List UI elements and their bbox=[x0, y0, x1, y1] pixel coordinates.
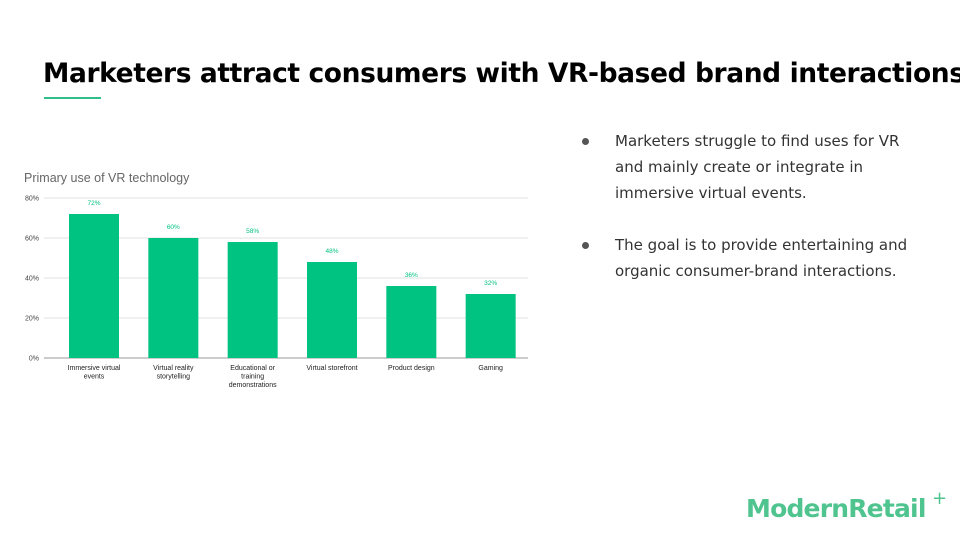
x-category-label: Immersive virtual bbox=[68, 365, 121, 372]
chart-gridlines bbox=[44, 197, 528, 359]
bullet-item: Marketers struggle to find uses for VR a… bbox=[578, 128, 928, 206]
modern-retail-logo: ModernRetail bbox=[746, 494, 926, 523]
slide-title: Marketers attract consumers with VR-base… bbox=[43, 58, 960, 89]
chart-bar bbox=[307, 262, 357, 358]
bar-value-label: 58% bbox=[246, 228, 259, 235]
y-tick-label: 40% bbox=[25, 276, 39, 283]
x-category-label: Gaming bbox=[478, 365, 503, 372]
bar-value-label: 36% bbox=[405, 272, 418, 279]
chart-bar bbox=[386, 286, 437, 358]
chart-bar bbox=[69, 214, 119, 358]
y-tick-label: 80% bbox=[25, 196, 39, 203]
chart-bar bbox=[227, 242, 278, 358]
x-category-label: Virtual reality bbox=[153, 365, 194, 372]
bullet-dot-icon bbox=[582, 138, 589, 145]
chart-bars bbox=[69, 214, 516, 358]
y-axis-ticks: 0% 20% 40% 60% 80% bbox=[25, 196, 39, 363]
x-category-label: Virtual storefront bbox=[306, 365, 357, 372]
bar-value-label: 60% bbox=[167, 224, 180, 231]
x-category-label: storytelling bbox=[157, 374, 191, 381]
title-underline bbox=[44, 97, 101, 99]
bullet-text: Marketers struggle to find uses for VR a… bbox=[615, 132, 900, 202]
bullet-dot-icon bbox=[582, 242, 589, 249]
logo-plus-icon: + bbox=[932, 488, 948, 509]
bullet-item: The goal is to provide entertaining and … bbox=[578, 232, 928, 284]
x-category-label: demonstrations bbox=[229, 382, 277, 389]
x-category-label: Product design bbox=[388, 365, 435, 372]
y-tick-label: 20% bbox=[25, 316, 39, 323]
chart-value-labels: 72% 60% 58% 48% 36% 32% bbox=[87, 200, 497, 287]
chart-bar bbox=[148, 238, 199, 358]
y-tick-label: 60% bbox=[25, 236, 39, 243]
chart-title: Primary use of VR technology bbox=[24, 171, 190, 185]
y-tick-label: 0% bbox=[29, 356, 39, 363]
bullet-list: Marketers struggle to find uses for VR a… bbox=[578, 128, 928, 310]
x-category-label: events bbox=[84, 374, 105, 381]
x-category-label: Educational or bbox=[230, 365, 275, 372]
bar-value-label: 32% bbox=[484, 280, 497, 287]
bar-value-label: 72% bbox=[87, 200, 100, 207]
bar-value-label: 48% bbox=[325, 248, 338, 255]
x-axis-categories: Immersive virtual events Virtual reality st… bbox=[68, 365, 503, 389]
x-category-label: training bbox=[241, 374, 264, 381]
chart-bar bbox=[465, 294, 516, 358]
bullet-text: The goal is to provide entertaining and … bbox=[615, 236, 908, 280]
